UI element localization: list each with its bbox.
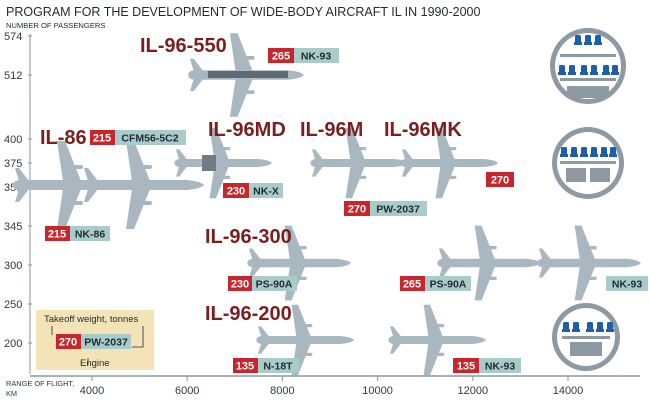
engine-il96-300-c: NK-93 (612, 279, 643, 291)
engine-il96-300-a: PS-90A (256, 279, 293, 291)
model-il96md: IL-96MD (208, 119, 286, 141)
chart-title: PROGRAM FOR THE DEVELOPMENT OF WIDE-BODY… (6, 5, 480, 19)
engine-il96-300-b: PS-90A (430, 279, 467, 291)
legend-engine-label: Engine (80, 358, 110, 369)
model-il96mk: IL-96MK (384, 119, 462, 141)
y-tick-label: 250 (4, 299, 22, 311)
y-tick-label: 345 (4, 221, 22, 233)
model-il86: IL-86 (40, 127, 87, 149)
x-axis: 4000 6000 8000 10000 12000 14000 (30, 375, 640, 397)
weight-il86-bottom: 215 (48, 229, 66, 241)
tag-il96md: 230 NK-X (223, 183, 283, 198)
x-tick-label: 10000 (362, 385, 393, 397)
tag-il96-300-a: 230 PS-90A (228, 276, 297, 291)
cross-section-bottom (552, 303, 620, 371)
engine-il96-550: NK-93 (301, 51, 332, 63)
tag-il96-550: 265 NK-93 (268, 48, 339, 63)
cross-section-top (550, 28, 626, 104)
legend-engine-box (81, 334, 131, 349)
legend-weight-box (56, 334, 81, 349)
model-il96m: IL-96M (300, 119, 363, 141)
engine-il96md: NK-X (253, 186, 279, 198)
y-tick-label: 300 (4, 260, 22, 272)
model-il96-550: IL-96-550 (140, 35, 227, 57)
engine-il96mk-center: PW-2037 (376, 204, 420, 216)
engine-il96-200-b: NK-93 (485, 361, 516, 373)
y-tick-label: 200 (4, 338, 22, 350)
weight-il86-top: 215 (93, 133, 111, 145)
x-tick-label: 12000 (458, 385, 489, 397)
x-tick-label: 8000 (270, 385, 294, 397)
legend-weight-label: Takeoff weight, tonnes (44, 314, 139, 325)
weight-il96-200-a: 135 (236, 361, 254, 373)
model-il96-200: IL-96-200 (205, 303, 292, 325)
y-axis-label: NUMBER OF PASSENGERS (6, 21, 105, 30)
engine-il86-bottom: NK-86 (75, 229, 106, 241)
weight-il96-550: 265 (272, 51, 290, 63)
y-tick-label: 512 (4, 70, 22, 82)
tag-il96-200-b: 135 NK-93 (453, 358, 521, 373)
weight-il96-200-b: 135 (457, 361, 475, 373)
x-tick-label: 6000 (175, 385, 199, 397)
x-axis-label-line1: RANGE OF FLIGHT, (6, 379, 74, 388)
tag-il96mk-right: 270 (486, 172, 514, 187)
engine-il96-200-a: N-18T (263, 361, 293, 373)
tag-il86-bottom: 215 NK-86 (45, 226, 110, 241)
weight-il96-300-a: 230 (231, 279, 249, 291)
x-tick-label: 4000 (80, 385, 104, 397)
il96md-engine-detail (202, 155, 216, 171)
weight-il96mk-center: 270 (348, 204, 366, 216)
model-il96-300: IL-96-300 (205, 226, 292, 248)
il96-550-fuselage-stripe (208, 71, 288, 78)
legend-engine-example: PW-2037 (84, 337, 128, 349)
aircraft-il86-b (82, 141, 204, 229)
weight-il96mk-right: 270 (491, 175, 509, 187)
weight-il96-300-b: 265 (403, 279, 421, 291)
tag-il96-200-a: 135 N-18T (233, 358, 299, 373)
legend-weight-example: 270 (59, 337, 77, 349)
tag-il96-300-b: 265 PS-90A (400, 276, 471, 291)
legend: Takeoff weight, tonnes 270 PW-2037 Engin… (36, 310, 154, 370)
tag-il96mk-center: 270 PW-2037 (344, 201, 427, 216)
y-tick-label: 400 (4, 134, 22, 146)
cross-section-middle (552, 127, 624, 199)
engine-il86-top: CFM56-5C2 (121, 133, 178, 145)
tag-il96-300-c: NK-93 (606, 276, 648, 291)
y-tick-label: 375 (4, 158, 22, 170)
y-tick-label: 574 (4, 31, 22, 43)
tag-il86-top: 215 CFM56-5C2 (90, 130, 186, 145)
x-tick-label: 14000 (553, 385, 584, 397)
weight-il96md: 230 (227, 186, 245, 198)
x-axis-label-line2: KM (6, 389, 17, 398)
